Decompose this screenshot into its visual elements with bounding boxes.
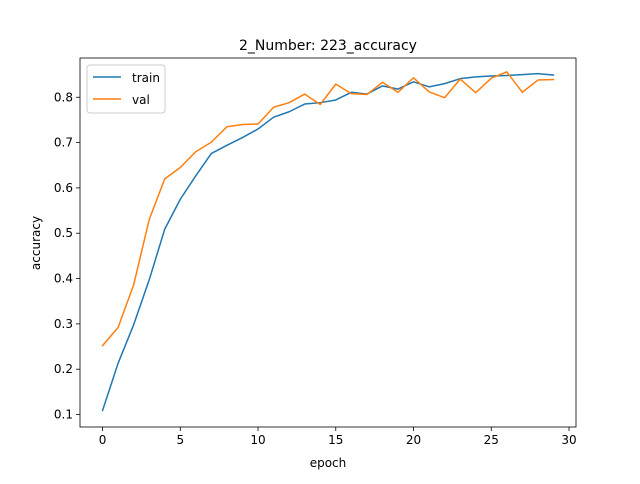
legend-label-train: train xyxy=(132,71,160,85)
y-tick-label: 0.7 xyxy=(54,136,73,150)
x-axis-label: epoch xyxy=(310,456,347,470)
x-tick-label: 20 xyxy=(406,433,421,447)
y-axis-label: accuracy xyxy=(29,216,43,270)
series-line-train xyxy=(101,72,555,412)
plot-area: 0 5 10 15 20 25 30 0.1 0.2 0.3 0.4 0.5 0.6 0.7 0.8 trai… xyxy=(54,57,577,447)
y-tick-label: 0.4 xyxy=(54,272,73,286)
legend-label-val: val xyxy=(132,93,150,107)
y-tick-label: 0.5 xyxy=(54,226,73,240)
x-tick-label: 25 xyxy=(484,433,499,447)
series-line-val xyxy=(101,71,555,347)
y-tick-label: 0.2 xyxy=(54,362,73,376)
x-tick-label: 30 xyxy=(561,433,576,447)
y-tick-label: 0.1 xyxy=(54,408,73,422)
x-tick-label: 10 xyxy=(250,433,265,447)
x-tick-label: 5 xyxy=(176,433,184,447)
chart-title: 2_Number: 223_accuracy xyxy=(239,38,417,54)
y-tick-label: 0.3 xyxy=(54,317,73,331)
x-tick-label: 0 xyxy=(99,433,107,447)
x-tick-label: 15 xyxy=(328,433,343,447)
y-tick-label: 0.8 xyxy=(54,90,73,104)
y-tick-label: 0.6 xyxy=(54,181,73,195)
axes-frame xyxy=(79,57,577,428)
